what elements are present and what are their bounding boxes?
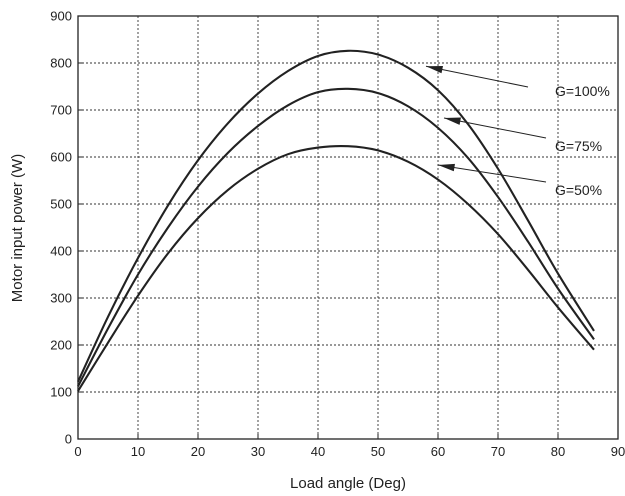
y-tick-label: 100 <box>50 385 72 400</box>
series-line-g-75 <box>77 87 595 387</box>
annotation-arrowhead-icon <box>444 117 461 125</box>
x-tick-label: 20 <box>191 444 205 459</box>
x-tick-label: 70 <box>491 444 505 459</box>
x-tick-label: 40 <box>311 444 325 459</box>
x-tick-label: 30 <box>251 444 265 459</box>
x-tick-label: 50 <box>371 444 385 459</box>
annotation-arrowhead-icon <box>426 65 443 74</box>
x-tick-label: 60 <box>431 444 445 459</box>
y-tick-label: 0 <box>65 432 72 447</box>
annotation-label: G=75% <box>555 138 602 154</box>
annotation-arrowhead-icon <box>438 163 455 172</box>
axis-ticks: 0 10 20 30 40 50 60 70 80 90010020030040050060070… <box>50 9 625 460</box>
y-tick-label: 700 <box>50 103 72 118</box>
x-tick-label: 90 <box>611 444 625 459</box>
series-line-g-50 <box>77 144 595 392</box>
annotation-arrow-line <box>443 117 547 139</box>
y-tick-label: 800 <box>50 56 72 71</box>
x-tick-label: 0 <box>74 444 81 459</box>
y-tick-label: 900 <box>50 9 72 24</box>
x-tick-label: 80 <box>551 444 565 459</box>
y-tick-label: 400 <box>50 244 72 259</box>
annotation-arrow-line <box>425 65 529 88</box>
annotation-label: G=100% <box>555 83 610 99</box>
annotation-layer: G=100% G=75% G=50% <box>425 65 610 198</box>
plot-frame <box>77 15 619 440</box>
y-axis-title: Motor input power (W) <box>9 154 26 302</box>
x-axis-title: Load angle (Deg) <box>290 475 406 492</box>
y-tick-label: 200 <box>50 338 72 353</box>
grid <box>78 16 618 439</box>
y-tick-label: 500 <box>50 197 72 212</box>
series-line-g-100 <box>77 49 595 383</box>
y-tick-label: 600 <box>50 150 72 165</box>
series-layer <box>77 49 595 392</box>
y-tick-label: 300 <box>50 291 72 306</box>
annotation-label: G=50% <box>555 182 602 198</box>
x-tick-label: 10 <box>131 444 145 459</box>
annotation-arrow-line <box>437 164 547 183</box>
